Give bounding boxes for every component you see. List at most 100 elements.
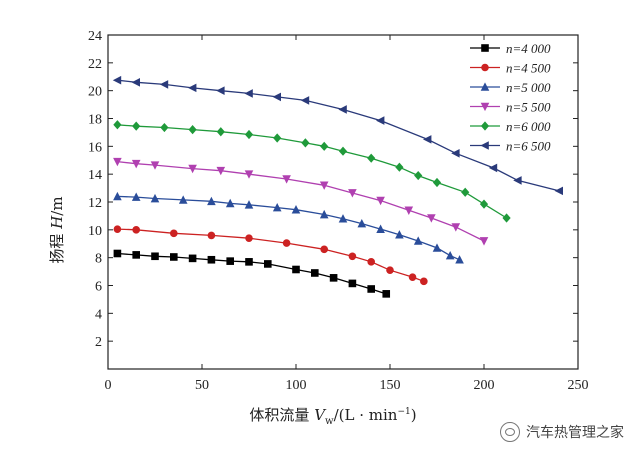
y-tick-label: 18 <box>88 113 102 128</box>
x-tick-label: 0 <box>105 378 112 393</box>
x-tick-label: 200 <box>474 378 495 393</box>
y-tick-label: 4 <box>95 307 102 322</box>
data-point <box>395 230 404 239</box>
data-point <box>282 239 291 247</box>
legend-label: n=5 000 <box>506 80 551 95</box>
legend-item: n=4 000 <box>470 41 551 56</box>
data-point <box>272 202 282 212</box>
series-line <box>117 228 425 282</box>
data-point <box>348 189 357 198</box>
data-point <box>207 196 216 206</box>
data-point <box>244 129 254 140</box>
series-4 <box>113 157 489 246</box>
data-point <box>329 274 338 282</box>
data-point <box>292 265 300 274</box>
data-point <box>386 266 394 274</box>
data-point <box>513 176 522 185</box>
legend-marker <box>481 63 489 72</box>
legend: n=4 000 n=4 500 n=5 000 n=5 500 n=6 000 n=6 5… <box>470 41 551 154</box>
data-point <box>188 164 197 174</box>
data-point <box>225 198 235 208</box>
data-point <box>188 125 197 135</box>
data-point <box>272 92 281 102</box>
y-tick-label: 22 <box>88 57 102 72</box>
data-point <box>113 157 122 167</box>
data-point <box>132 226 140 234</box>
y-tick-label: 16 <box>88 140 102 155</box>
data-point <box>432 243 442 252</box>
data-point <box>131 78 140 87</box>
x-tick-label: 250 <box>568 378 589 393</box>
watermark-text: 汽车热管理之家 <box>526 425 624 441</box>
y-tick-label: 6 <box>95 280 102 295</box>
series-line <box>117 79 560 192</box>
data-point <box>150 161 160 170</box>
legend-item: n=6 500 <box>470 139 551 154</box>
legend-marker <box>480 102 490 112</box>
x-tick-label: 150 <box>380 378 401 393</box>
series-6 <box>112 75 563 196</box>
legend-label: n=4 000 <box>506 41 551 56</box>
legend-label: n=4 500 <box>506 61 551 76</box>
data-point <box>226 257 234 265</box>
data-point <box>150 193 160 203</box>
data-point <box>376 196 385 206</box>
data-point <box>245 234 253 242</box>
data-point <box>216 86 225 95</box>
data-point <box>348 252 357 261</box>
data-point <box>320 141 329 151</box>
data-point <box>376 224 385 233</box>
legend-marker <box>481 44 489 52</box>
legend-item: n=6 000 <box>470 119 551 134</box>
data-point <box>414 170 423 181</box>
data-point <box>113 191 122 201</box>
data-point <box>207 231 216 240</box>
data-point <box>461 187 470 197</box>
data-point <box>455 255 464 264</box>
data-point <box>488 163 498 173</box>
y-tick-label: 8 <box>95 252 102 267</box>
series-line <box>117 124 507 219</box>
y-tick-label: 12 <box>88 196 102 211</box>
data-point <box>479 237 489 246</box>
data-point <box>367 285 375 293</box>
data-point <box>132 251 140 259</box>
y-tick-label: 2 <box>95 335 102 350</box>
data-point <box>113 249 122 258</box>
legend-item: n=5 000 <box>470 80 551 95</box>
data-point <box>319 209 329 219</box>
data-point <box>244 200 254 209</box>
legend-label: n=6 500 <box>506 139 551 154</box>
data-point <box>320 245 329 254</box>
series-line <box>117 195 460 261</box>
data-point <box>420 277 428 286</box>
data-point <box>216 127 225 137</box>
legend-label: n=5 500 <box>506 100 551 115</box>
x-tick-label: 50 <box>195 378 209 393</box>
series-3 <box>113 191 464 264</box>
data-point <box>244 89 253 98</box>
y-tick-label: 10 <box>88 224 102 239</box>
data-point <box>502 213 511 223</box>
y-axis-title: 扬程 H/m <box>48 196 66 263</box>
data-point <box>151 252 159 261</box>
legend-marker <box>480 82 490 91</box>
data-point <box>170 253 178 261</box>
data-point <box>348 279 357 288</box>
data-point <box>282 175 291 184</box>
series-layer <box>112 75 563 298</box>
data-point <box>367 258 376 266</box>
data-point <box>479 199 489 209</box>
watermark: 汽车热管理之家 <box>500 422 624 442</box>
data-point <box>382 290 391 298</box>
data-point <box>131 159 141 169</box>
data-point <box>188 254 197 263</box>
y-tick-label: 24 <box>88 29 102 44</box>
wechat-icon <box>500 422 520 442</box>
data-point <box>427 214 436 223</box>
data-point <box>170 229 178 238</box>
data-point <box>132 121 141 131</box>
x-axis: 0 50 100 150 200 250 <box>105 35 589 393</box>
series-5 <box>113 120 511 223</box>
